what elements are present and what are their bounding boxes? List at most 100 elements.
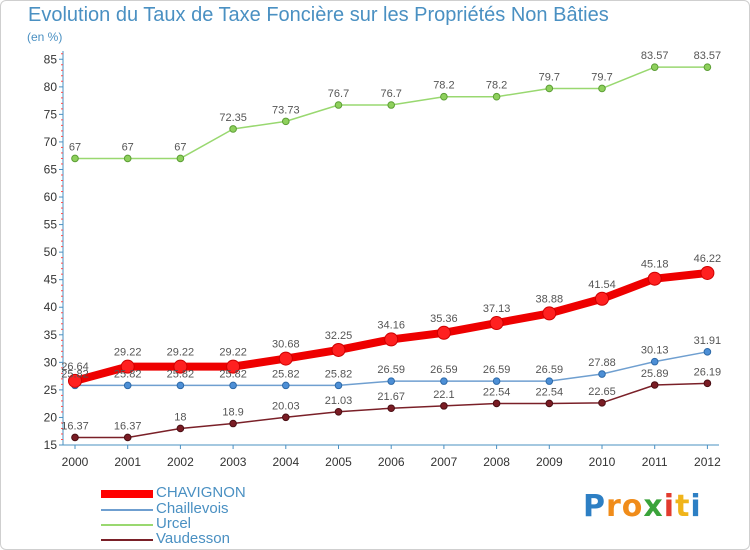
data-point-urcel bbox=[650, 63, 659, 71]
y-tick-label: 80 bbox=[44, 80, 58, 94]
data-point-chaillevois bbox=[703, 348, 712, 356]
data-label-urcel: 73.73 bbox=[272, 104, 300, 116]
data-point-vaudesson bbox=[71, 433, 79, 442]
data-label-urcel: 83.57 bbox=[641, 50, 669, 62]
x-tick-label: 2005 bbox=[325, 455, 352, 469]
data-point-vaudesson bbox=[545, 399, 554, 408]
data-point-chaillevois bbox=[387, 377, 396, 385]
logo-letter: i bbox=[690, 489, 702, 524]
data-label-chaillevois: 25.82 bbox=[167, 368, 195, 380]
data-point-chaillevois bbox=[229, 381, 237, 390]
data-point-vaudesson bbox=[598, 399, 606, 407]
y-tick-label: 25 bbox=[44, 383, 58, 397]
data-point-urcel bbox=[282, 117, 290, 126]
data-label-vaudesson: 16.37 bbox=[114, 420, 142, 432]
data-label-vaudesson: 22.65 bbox=[588, 386, 616, 398]
y-tick-label: 35 bbox=[44, 328, 58, 342]
legend-swatch-chavignon bbox=[101, 490, 153, 498]
legend-swatch-vaudesson bbox=[101, 539, 153, 541]
y-tick-label: 65 bbox=[44, 162, 58, 176]
data-label-vaudesson: 22.1 bbox=[433, 389, 454, 401]
x-tick-label: 2009 bbox=[536, 455, 563, 469]
data-label-chaillevois: 26.59 bbox=[483, 364, 511, 376]
data-point-chavignon bbox=[700, 265, 715, 280]
data-point-vaudesson bbox=[492, 399, 501, 408]
data-point-urcel bbox=[703, 63, 712, 71]
data-label-vaudesson: 25.89 bbox=[641, 368, 669, 380]
data-label-chaillevois: 31.91 bbox=[694, 335, 722, 347]
data-label-vaudesson: 20.03 bbox=[272, 400, 300, 412]
data-label-vaudesson: 21.03 bbox=[325, 395, 353, 407]
data-label-chavignon: 37.13 bbox=[483, 303, 511, 315]
data-label-vaudesson: 22.54 bbox=[536, 386, 564, 398]
proxiti-logo: Proxiti bbox=[583, 489, 702, 524]
x-tick-label: 2008 bbox=[483, 455, 510, 469]
data-point-chavignon bbox=[542, 306, 557, 321]
data-label-chavignon: 29.22 bbox=[219, 347, 247, 359]
data-point-chavignon bbox=[226, 359, 241, 374]
data-label-chaillevois: 30.13 bbox=[641, 345, 669, 357]
legend-label-vaudesson: Vaudesson bbox=[156, 530, 230, 547]
data-label-urcel: 67 bbox=[174, 141, 186, 153]
data-label-chavignon: 34.16 bbox=[377, 319, 405, 331]
data-point-vaudesson bbox=[282, 413, 290, 422]
data-point-vaudesson bbox=[387, 404, 396, 413]
data-label-urcel: 79.7 bbox=[539, 71, 560, 83]
x-tick-label: 2004 bbox=[272, 455, 299, 469]
data-point-chaillevois bbox=[282, 381, 290, 390]
data-label-chaillevois: 26.59 bbox=[430, 364, 458, 376]
data-label-chaillevois: 27.88 bbox=[588, 357, 616, 369]
data-label-chavignon: 32.25 bbox=[325, 330, 353, 342]
x-tick-label: 2010 bbox=[589, 455, 616, 469]
data-label-urcel: 79.7 bbox=[591, 71, 612, 83]
data-point-chaillevois bbox=[598, 370, 606, 378]
data-point-urcel bbox=[71, 154, 79, 163]
data-label-urcel: 76.7 bbox=[328, 88, 349, 100]
data-point-chavignon bbox=[647, 271, 662, 286]
y-tick-label: 30 bbox=[44, 355, 58, 369]
data-label-chavignon: 38.88 bbox=[536, 293, 564, 305]
data-point-vaudesson bbox=[334, 407, 343, 416]
y-tick-label: 15 bbox=[44, 438, 58, 452]
data-point-chavignon bbox=[331, 342, 346, 357]
data-point-chaillevois bbox=[650, 357, 659, 366]
data-label-chaillevois: 25.82 bbox=[61, 368, 89, 380]
data-point-vaudesson bbox=[650, 381, 659, 389]
data-point-chaillevois bbox=[545, 377, 554, 385]
data-point-urcel bbox=[598, 84, 606, 93]
data-point-chaillevois bbox=[492, 377, 501, 385]
logo-letter: t bbox=[675, 489, 691, 524]
data-point-chaillevois bbox=[176, 381, 185, 390]
data-label-chavignon: 46.22 bbox=[694, 253, 722, 265]
data-point-vaudesson bbox=[176, 424, 185, 433]
logo-letter: P bbox=[583, 489, 606, 524]
data-label-chavignon: 26.64 bbox=[61, 361, 89, 373]
y-tick-label: 70 bbox=[44, 135, 58, 149]
data-label-chavignon: 29.22 bbox=[114, 347, 142, 359]
data-point-chavignon bbox=[68, 373, 82, 388]
data-label-chaillevois: 25.82 bbox=[219, 368, 247, 380]
x-tick-label: 2007 bbox=[431, 455, 458, 469]
x-tick-label: 2001 bbox=[114, 455, 141, 469]
data-label-vaudesson: 26.19 bbox=[694, 366, 722, 378]
data-label-chavignon: 41.54 bbox=[588, 279, 616, 291]
data-point-urcel bbox=[387, 101, 396, 109]
y-tick-label: 40 bbox=[44, 300, 58, 314]
data-point-vaudesson bbox=[440, 402, 448, 410]
data-label-urcel: 72.35 bbox=[219, 112, 247, 124]
data-label-urcel: 67 bbox=[69, 141, 81, 153]
data-point-chavignon bbox=[278, 351, 293, 366]
y-tick-label: 55 bbox=[44, 218, 58, 232]
y-tick-label: 75 bbox=[44, 107, 58, 121]
legend-label-urcel: Urcel bbox=[156, 515, 192, 532]
data-label-chaillevois: 25.82 bbox=[272, 368, 300, 380]
data-point-chaillevois bbox=[334, 381, 343, 390]
data-point-urcel bbox=[492, 92, 501, 101]
logo-letter: x bbox=[643, 489, 664, 524]
data-label-urcel: 78.2 bbox=[486, 80, 507, 92]
logo-letter: o bbox=[621, 489, 644, 524]
y-tick-label: 60 bbox=[44, 190, 58, 204]
y-tick-label: 45 bbox=[44, 273, 58, 287]
